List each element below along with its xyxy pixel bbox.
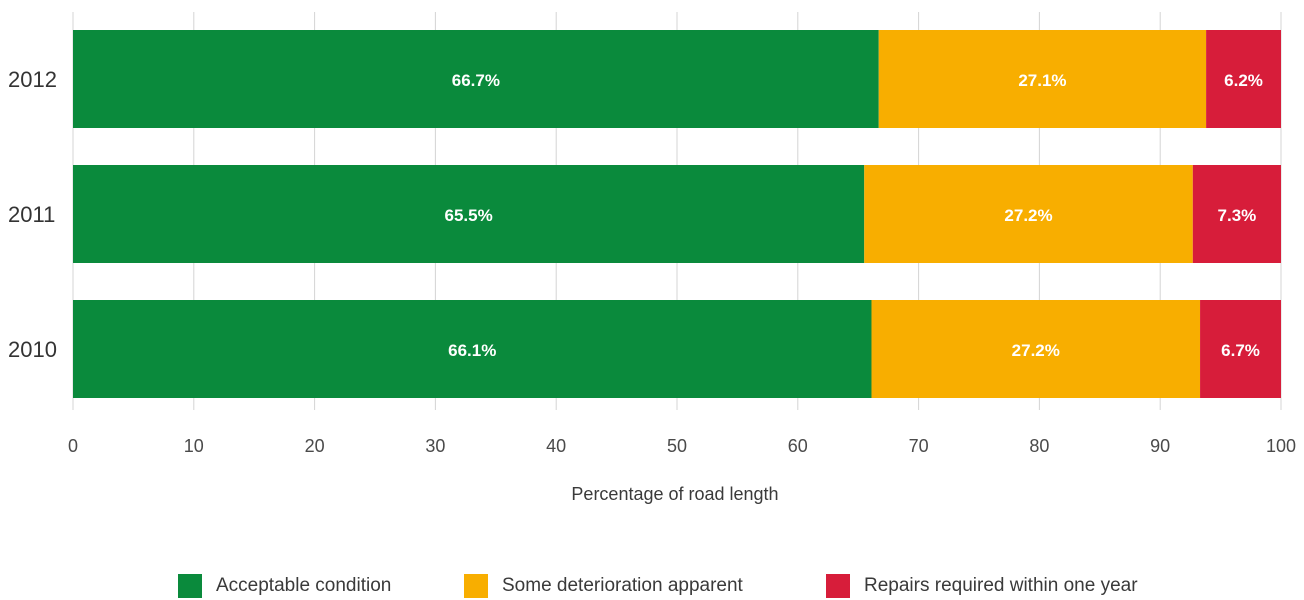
bar-data-label: 27.2%: [1012, 341, 1060, 360]
legend: Acceptable condition Some deterioration …: [0, 572, 1304, 600]
bar-data-label: 66.7%: [452, 71, 500, 90]
bar-data-label: 6.2%: [1224, 71, 1263, 90]
legend-swatch-repairs: [826, 574, 850, 598]
bar-segment: [1192, 165, 1281, 263]
stacked-bar-chart: 0 10 20 30 40 50 60 70 80 90 100 2012 66.7% 27.1% 6.2%…: [8, 12, 1296, 504]
bar-data-label: 7.3%: [1218, 206, 1257, 225]
y-category-label: 2010: [8, 337, 57, 362]
legend-item-acceptable: Acceptable condition: [178, 572, 391, 600]
legend-swatch-acceptable: [178, 574, 202, 598]
bar-segment: [878, 30, 1207, 128]
y-category-label: 2011: [8, 202, 55, 227]
bar-segment: [1200, 300, 1281, 398]
bar-segment: [864, 165, 1193, 263]
x-tick-label: 60: [788, 436, 808, 456]
x-tick-label: 40: [546, 436, 566, 456]
bar-segment: [73, 300, 872, 398]
x-tick-label: 80: [1029, 436, 1049, 456]
bar-data-label: 65.5%: [445, 206, 493, 225]
bar-data-label: 66.1%: [448, 341, 496, 360]
x-tick-label: 70: [909, 436, 929, 456]
bar-segment: [871, 300, 1201, 398]
x-tick-label: 30: [425, 436, 445, 456]
legend-swatch-deterioration: [464, 574, 488, 598]
legend-label-repairs: Repairs required within one year: [864, 575, 1138, 596]
x-tick-label: 100: [1266, 436, 1296, 456]
x-tick-label: 20: [305, 436, 325, 456]
legend-item-deterioration: Some deterioration apparent: [464, 572, 743, 600]
legend-label-deterioration: Some deterioration apparent: [502, 575, 743, 596]
legend-label-acceptable: Acceptable condition: [216, 575, 392, 596]
x-tick-label: 10: [184, 436, 204, 456]
bar-segment: [73, 165, 865, 263]
x-tick-label: 0: [68, 436, 78, 456]
x-axis-title: Percentage of road length: [571, 484, 778, 504]
y-category-label: 2012: [8, 67, 57, 92]
bar-data-label: 27.1%: [1018, 71, 1066, 90]
legend-item-repairs: Repairs required within one year: [826, 572, 1138, 600]
bar-segment: [73, 30, 879, 128]
x-tick-label: 90: [1150, 436, 1170, 456]
bar-data-label: 27.2%: [1004, 206, 1052, 225]
bar-data-label: 6.7%: [1221, 341, 1260, 360]
bar-segment: [1206, 30, 1281, 128]
x-tick-label: 50: [667, 436, 687, 456]
